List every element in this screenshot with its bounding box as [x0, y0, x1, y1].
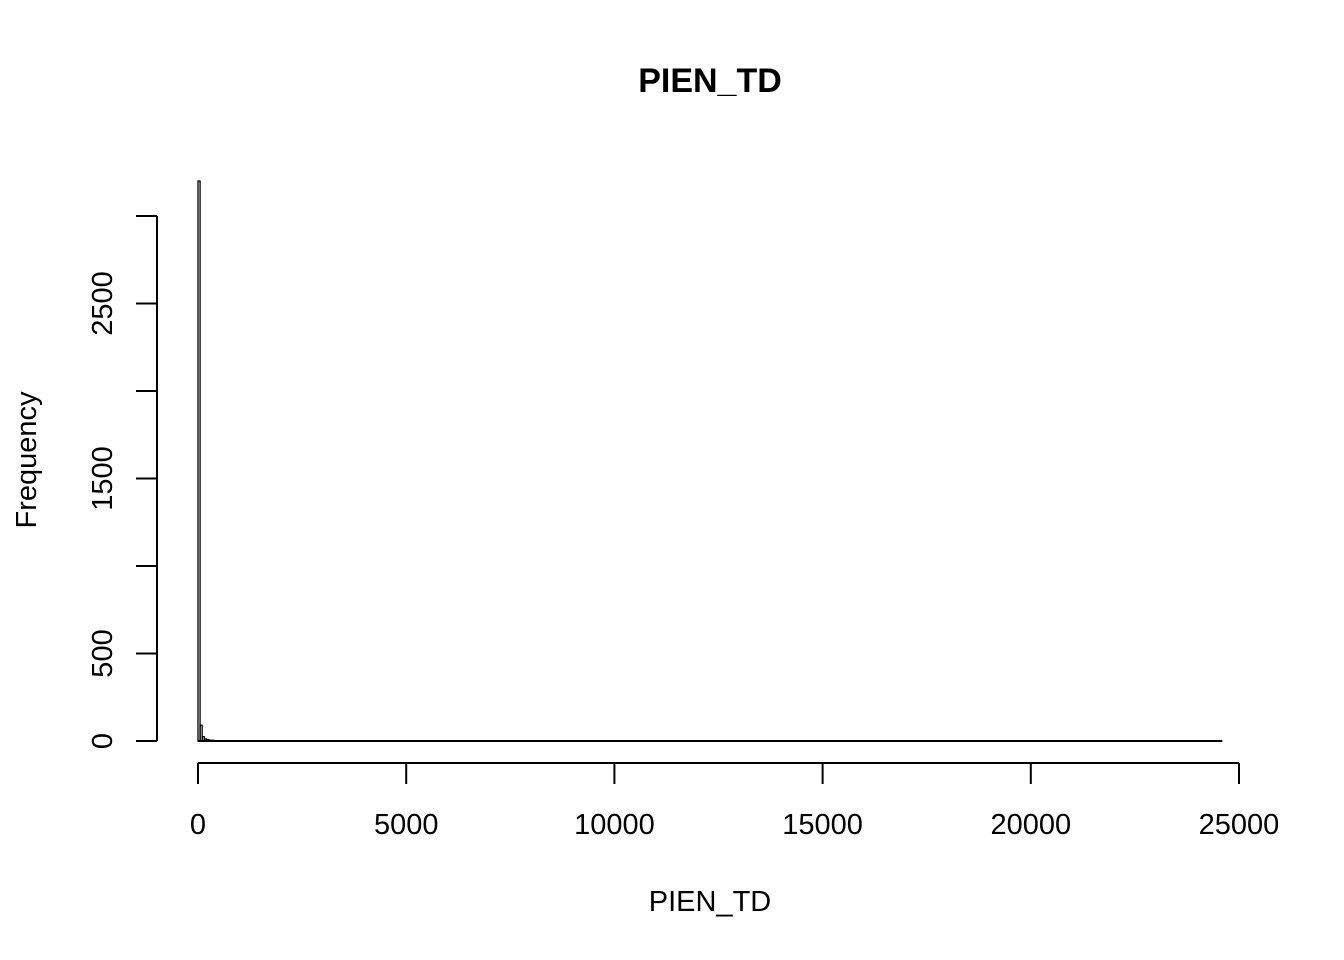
y-axis: 0 500 1500 2500 — [87, 215, 158, 749]
y-axis-label: Frequency — [11, 391, 43, 529]
chart-title: PIEN_TD — [638, 62, 782, 100]
x-tick-label: 15000 — [782, 809, 863, 841]
x-axis-label: PIEN_TD — [649, 886, 771, 918]
x-axis: 0 5000 10000 15000 20000 25000 — [190, 762, 1280, 841]
y-tick-label: 0 — [87, 733, 119, 749]
y-tick-label: 1500 — [87, 446, 119, 511]
y-tick-label: 500 — [87, 629, 119, 677]
histogram-bar — [197, 180, 201, 742]
histogram-bars — [197, 180, 220, 742]
x-tick-label: 10000 — [574, 809, 655, 841]
x-tick-label: 0 — [190, 809, 206, 841]
x-tick-label: 25000 — [1199, 809, 1280, 841]
x-tick-label: 5000 — [374, 809, 439, 841]
y-tick-label: 2500 — [87, 271, 119, 336]
x-tick-label: 20000 — [990, 809, 1071, 841]
